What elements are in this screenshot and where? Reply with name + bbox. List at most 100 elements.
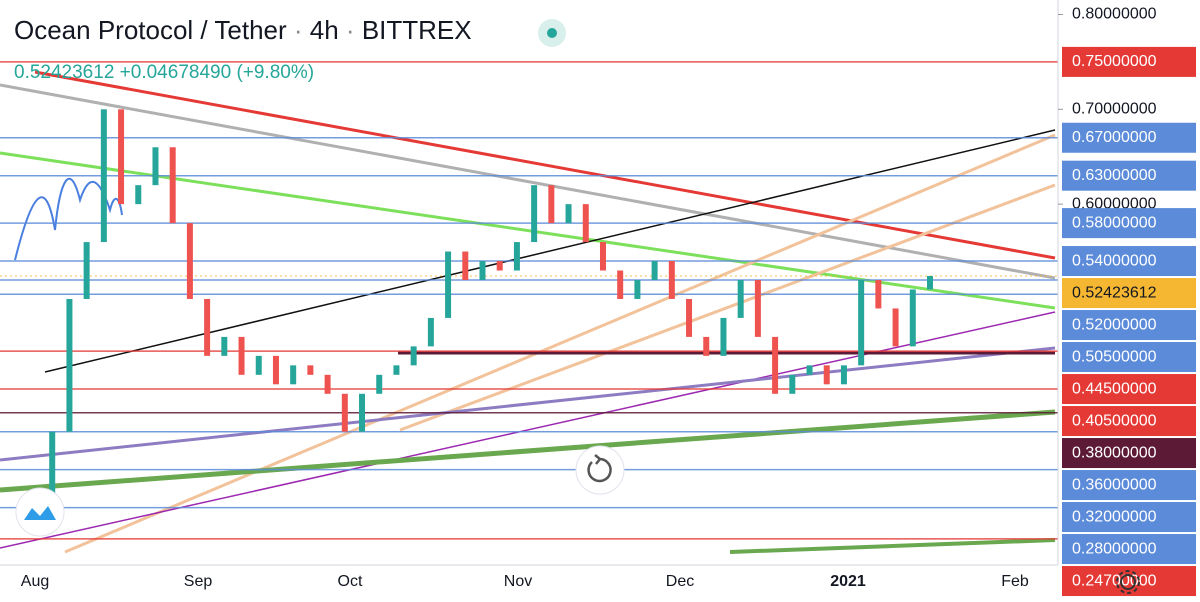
candle [513, 242, 520, 271]
candle [720, 317, 727, 356]
candle [135, 185, 142, 205]
logo-icon [24, 506, 56, 520]
header: Ocean Protocol / Tether · 4h · BITTREX [14, 15, 472, 45]
candle [393, 365, 400, 375]
level-label: 0.67000000 [1072, 129, 1157, 146]
level-badge [1062, 438, 1196, 469]
x-tick-label: Aug [21, 573, 49, 590]
candle [496, 261, 503, 271]
candle [49, 431, 56, 527]
level-label: 0.52000000 [1072, 316, 1157, 333]
candle [238, 336, 245, 375]
candle [410, 346, 417, 366]
level-label: 0.63000000 [1072, 167, 1157, 184]
candle [152, 147, 159, 186]
level-badge [1062, 122, 1196, 153]
candle [290, 365, 297, 385]
level-badge [1062, 374, 1196, 405]
candle [599, 242, 606, 271]
candle [858, 280, 865, 366]
level-badge [1062, 208, 1196, 239]
level-badge [1062, 470, 1196, 501]
candle [445, 251, 452, 318]
candle [892, 308, 899, 347]
candle [376, 374, 383, 394]
candle [341, 393, 348, 432]
exchange: BITTREX [362, 15, 472, 45]
level-badge [1062, 406, 1196, 437]
sep: · [287, 15, 310, 45]
candle [823, 365, 830, 385]
x-tick-label: 2021 [830, 573, 866, 590]
candle [772, 336, 779, 394]
candle [548, 185, 555, 224]
level-badge [1062, 246, 1196, 277]
level-label: 0.40500000 [1072, 412, 1157, 429]
candle [927, 275, 933, 290]
x-tick-label: Feb [1001, 573, 1029, 590]
level-label: 0.58000000 [1072, 214, 1157, 231]
candle [83, 242, 90, 299]
logo[interactable] [15, 487, 65, 537]
change-pct: (+9.80%) [236, 62, 314, 83]
candle [118, 109, 125, 205]
level-badge [1062, 46, 1196, 77]
x-tick-label: Sep [184, 573, 213, 590]
level-label: 0.75000000 [1072, 53, 1157, 70]
candle [875, 280, 882, 309]
level-badge [1062, 502, 1196, 533]
reset-button[interactable] [575, 445, 625, 495]
candle [909, 289, 916, 347]
candle [754, 280, 761, 337]
candle [272, 355, 279, 385]
candle [806, 365, 813, 375]
candle [204, 298, 211, 356]
x-tick-label: Oct [338, 573, 363, 590]
header-bg [8, 12, 528, 42]
level-badge [1062, 310, 1196, 341]
level-label: 0.50500000 [1072, 348, 1157, 365]
candle [634, 280, 641, 299]
candle [427, 317, 434, 347]
candle [66, 298, 73, 432]
level-label: 0.28000000 [1072, 540, 1157, 557]
y-axis: 0.800000000.700000000.600000000.75000000… [1058, 6, 1196, 597]
candle [169, 147, 176, 224]
candle [479, 261, 486, 280]
symbol: Ocean Protocol / Tether [14, 15, 287, 45]
level-label: 0.36000000 [1072, 476, 1157, 493]
candle [703, 336, 710, 356]
level-badge [1062, 342, 1196, 373]
levels [0, 61, 1058, 540]
candle [221, 336, 228, 356]
candle [531, 185, 538, 243]
candle [255, 355, 262, 375]
candle [737, 280, 744, 318]
candle [100, 109, 107, 243]
status-dot [547, 28, 557, 38]
level-badge [1062, 534, 1196, 565]
candle [307, 365, 314, 375]
sep: · [339, 15, 362, 45]
x-axis: Aug Sep Oct Nov Dec 2021 Feb [21, 573, 1029, 590]
candles [49, 109, 933, 527]
x-tick-label: Nov [504, 573, 532, 590]
settings[interactable] [1116, 570, 1140, 594]
reset-icon [587, 454, 612, 483]
candle [789, 374, 796, 394]
candle [617, 270, 624, 299]
level-label: 0.38000000 [1072, 444, 1157, 461]
change: +0.04678490 [120, 62, 231, 83]
candle [840, 365, 847, 385]
level-badge [1062, 160, 1196, 191]
candle [565, 204, 572, 224]
candle [462, 251, 469, 280]
x-tick-label: Dec [666, 573, 694, 590]
candle [686, 298, 693, 337]
price-info: 0.52423612 +0.04678490 (+9.80%) [14, 62, 314, 83]
level-badge [1062, 278, 1196, 309]
candle [668, 261, 675, 299]
level-label: 0.52423612 [1072, 284, 1157, 301]
